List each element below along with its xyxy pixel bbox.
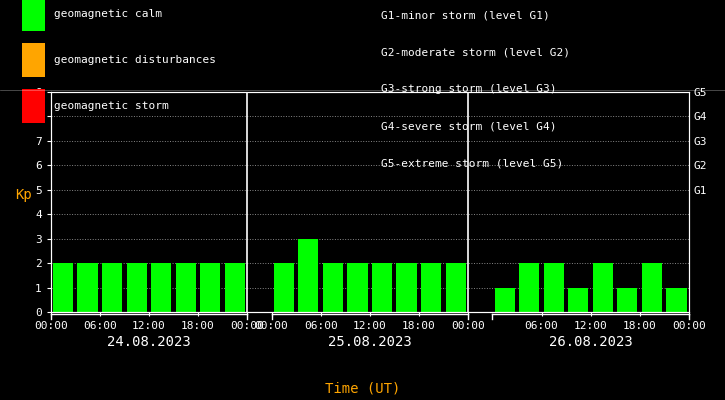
Text: G3-strong storm (level G3): G3-strong storm (level G3): [381, 84, 556, 94]
Bar: [568, 288, 589, 312]
Bar: [323, 263, 343, 312]
Bar: [127, 263, 146, 312]
Bar: [494, 288, 515, 312]
Bar: [618, 288, 637, 312]
Bar: [421, 263, 441, 312]
Text: G2-moderate storm (level G2): G2-moderate storm (level G2): [381, 47, 570, 57]
Bar: [446, 263, 465, 312]
Bar: [78, 263, 98, 312]
Text: geomagnetic storm: geomagnetic storm: [54, 101, 169, 111]
Text: G4-severe storm (level G4): G4-severe storm (level G4): [381, 122, 556, 132]
Bar: [175, 263, 196, 312]
Bar: [151, 263, 171, 312]
Bar: [397, 263, 417, 312]
Bar: [200, 263, 220, 312]
Text: G5-extreme storm (level G5): G5-extreme storm (level G5): [381, 159, 563, 169]
Text: 26.08.2023: 26.08.2023: [549, 335, 632, 349]
Bar: [519, 263, 539, 312]
Bar: [544, 263, 564, 312]
Text: geomagnetic calm: geomagnetic calm: [54, 9, 162, 19]
Y-axis label: Kp: Kp: [15, 188, 32, 202]
Text: 25.08.2023: 25.08.2023: [328, 335, 412, 349]
Text: G1-minor storm (level G1): G1-minor storm (level G1): [381, 10, 550, 20]
Bar: [593, 263, 613, 312]
Bar: [666, 288, 687, 312]
Bar: [642, 263, 662, 312]
Text: geomagnetic disturbances: geomagnetic disturbances: [54, 55, 216, 65]
Bar: [225, 263, 245, 312]
Bar: [347, 263, 368, 312]
Bar: [53, 263, 73, 312]
Bar: [274, 263, 294, 312]
Text: 24.08.2023: 24.08.2023: [107, 335, 191, 349]
Bar: [372, 263, 392, 312]
Bar: [299, 239, 318, 312]
Text: Time (UT): Time (UT): [325, 382, 400, 396]
Bar: [102, 263, 122, 312]
